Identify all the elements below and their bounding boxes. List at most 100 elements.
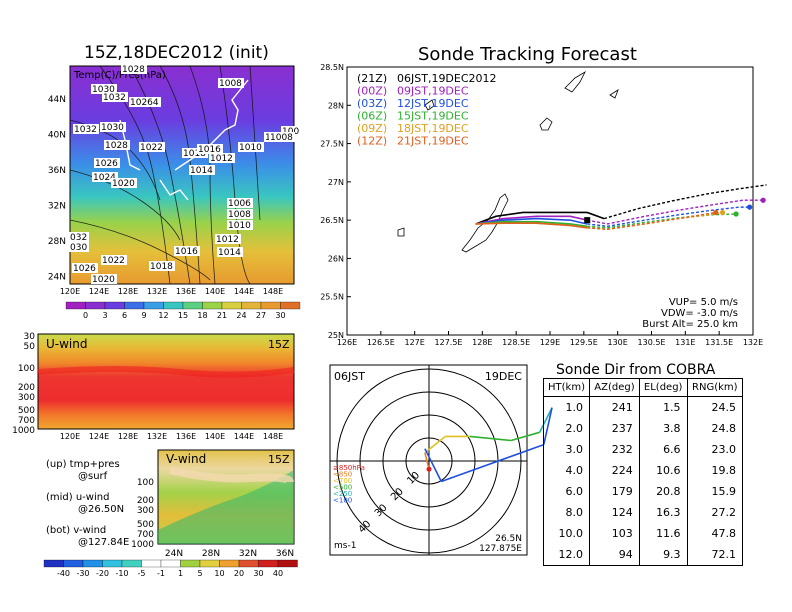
track-lon-ticks: 126E 126.5E 127E 127.5E 128E 128.5E 129E 129.5E… bbox=[337, 331, 763, 347]
isobar-label: 1008 bbox=[228, 210, 251, 220]
map-lat-tick: 36N bbox=[48, 166, 66, 176]
colorbar-label: -10 bbox=[115, 569, 128, 578]
uwind-time: 15Z bbox=[268, 338, 290, 351]
colorbar-label: 9 bbox=[141, 311, 146, 320]
table-cell: 10.0 bbox=[542, 523, 591, 544]
uwind-lon-ticks: 120E 124E 128E 132E 136E 140E 144E 148E bbox=[60, 432, 283, 441]
track-lon-tick: 130.5E bbox=[638, 338, 666, 347]
vwind-p-tick: 500 bbox=[137, 520, 154, 530]
vwind-time: 15Z bbox=[268, 453, 290, 466]
track-lon-tick: 131.5E bbox=[705, 338, 733, 347]
track-series-forecast bbox=[587, 211, 716, 231]
table-cell: 24.8 bbox=[686, 418, 744, 439]
isobar-label: 1012 bbox=[216, 235, 239, 245]
table-header: RNG(km) bbox=[686, 378, 744, 397]
map-lon-tick: 144E bbox=[234, 287, 254, 296]
vwind-lat-tick: 36N bbox=[276, 549, 294, 559]
track-lat-tick: 28.5N bbox=[320, 63, 344, 72]
track-lon-tick: 127E bbox=[405, 338, 425, 347]
colorbar-label: 30 bbox=[275, 311, 285, 320]
hodograph-segment bbox=[441, 443, 545, 483]
note-line: @127.84E bbox=[78, 537, 129, 548]
table-cell: 94 bbox=[589, 544, 640, 566]
uwind-lon-tick: 124E bbox=[89, 432, 109, 441]
pressure-legend-item: <500 bbox=[333, 484, 352, 492]
track-lon-tick: 128.5E bbox=[502, 338, 530, 347]
track-title: Sonde Tracking Forecast bbox=[418, 44, 637, 65]
track-lat-ticks: 28.5N 28N 27.5N 27N 26.5N 26N 25.5N 25N bbox=[320, 63, 351, 340]
map-lat-tick: 44N bbox=[48, 95, 66, 105]
map-lon-tick: 148E bbox=[263, 287, 283, 296]
note-line: (up) tmp+pres bbox=[46, 459, 120, 470]
colorbar-label: 18 bbox=[197, 311, 207, 320]
table-cell: 6.6 bbox=[638, 439, 688, 460]
uwind-p-tick: 100 bbox=[18, 364, 35, 374]
track-legend: (21Z) 06JST,19DEC2012 (00Z) 09JST,19DEC (03Z… bbox=[357, 72, 497, 148]
hodograph-start bbox=[426, 466, 432, 472]
sonde-table: HT(km) AZ(deg) EL(deg) RNG(km) 1.0 241 1.5 24.… bbox=[542, 378, 744, 566]
pressure-legend-item: ≥850hPa bbox=[333, 464, 365, 472]
isobar-label: 1010 bbox=[228, 221, 251, 231]
table-cell: 12.0 bbox=[542, 544, 591, 566]
landing-point bbox=[760, 197, 766, 203]
track-lon-tick: 128E bbox=[472, 338, 492, 347]
isobar-label: 032 bbox=[70, 233, 87, 243]
track-series bbox=[475, 217, 588, 225]
pressure-legend-item: <850 bbox=[333, 471, 352, 479]
track-frame bbox=[346, 66, 754, 336]
table-cell: 179 bbox=[589, 481, 640, 502]
table-cell: 23.0 bbox=[686, 439, 744, 460]
vwind-lat-tick: 28N bbox=[202, 549, 220, 559]
colorbar-label: -5 bbox=[138, 569, 146, 578]
map-lat-tick: 24N bbox=[48, 273, 66, 283]
legend-code: (09Z) bbox=[357, 122, 387, 135]
map-lat-ticks: 44N 40N 36N 32N 28N 24N bbox=[48, 95, 66, 283]
colorbar-label: -1 bbox=[157, 569, 165, 578]
track-series bbox=[475, 215, 588, 225]
isobar-label: 1022 bbox=[102, 256, 125, 266]
isobar-label: 1006 bbox=[228, 199, 251, 209]
table-header: EL(deg) bbox=[638, 378, 688, 397]
map-lat-tick: 32N bbox=[48, 202, 66, 212]
table-cell: 241 bbox=[589, 396, 640, 418]
uwind-lon-tick: 136E bbox=[176, 432, 196, 441]
isobar-label: 030 bbox=[70, 243, 87, 253]
track-lon-tick: 127.5E bbox=[435, 338, 463, 347]
range-rings bbox=[330, 365, 527, 555]
track-series-forecast bbox=[587, 206, 750, 227]
table-row: 4.0 224 10.6 19.8 bbox=[542, 460, 744, 481]
landing-point bbox=[733, 211, 739, 217]
note-line: @26.50N bbox=[78, 504, 124, 515]
map-lat-tick: 40N bbox=[48, 131, 66, 141]
isobar-label: 1032 bbox=[103, 93, 126, 103]
track-lat-tick: 27N bbox=[328, 178, 344, 187]
hodograph-segment bbox=[424, 435, 446, 454]
table-cell: 8.0 bbox=[542, 502, 591, 523]
table-cell: 24.5 bbox=[686, 396, 744, 418]
map-lon-ticks: 120E 124E 128E 132E 136E 140E 144E 148E bbox=[60, 287, 283, 296]
isobar-label: 1028 bbox=[105, 141, 128, 151]
uwind-lon-tick: 144E bbox=[234, 432, 254, 441]
table-cell: 20.8 bbox=[638, 481, 688, 502]
landing-point bbox=[713, 209, 719, 216]
launch-marker bbox=[584, 217, 591, 224]
note-line: (bot) v-wind bbox=[46, 525, 106, 536]
legend-code: (21Z) bbox=[357, 72, 387, 85]
table-cell: 6.0 bbox=[542, 481, 591, 502]
landing-point bbox=[747, 204, 753, 210]
table-header: HT(km) bbox=[542, 378, 591, 397]
note-line: (mid) u-wind bbox=[46, 492, 109, 503]
colorbar-cell bbox=[277, 559, 298, 568]
map-lon-tick: 136E bbox=[176, 287, 196, 296]
legend-text: 18JST,19DEC bbox=[397, 122, 469, 135]
map-lon-tick: 132E bbox=[147, 287, 167, 296]
track-lon-tick: 131E bbox=[675, 338, 695, 347]
legend-code: (03Z) bbox=[357, 97, 387, 110]
isobar-label: 1012 bbox=[210, 154, 233, 164]
